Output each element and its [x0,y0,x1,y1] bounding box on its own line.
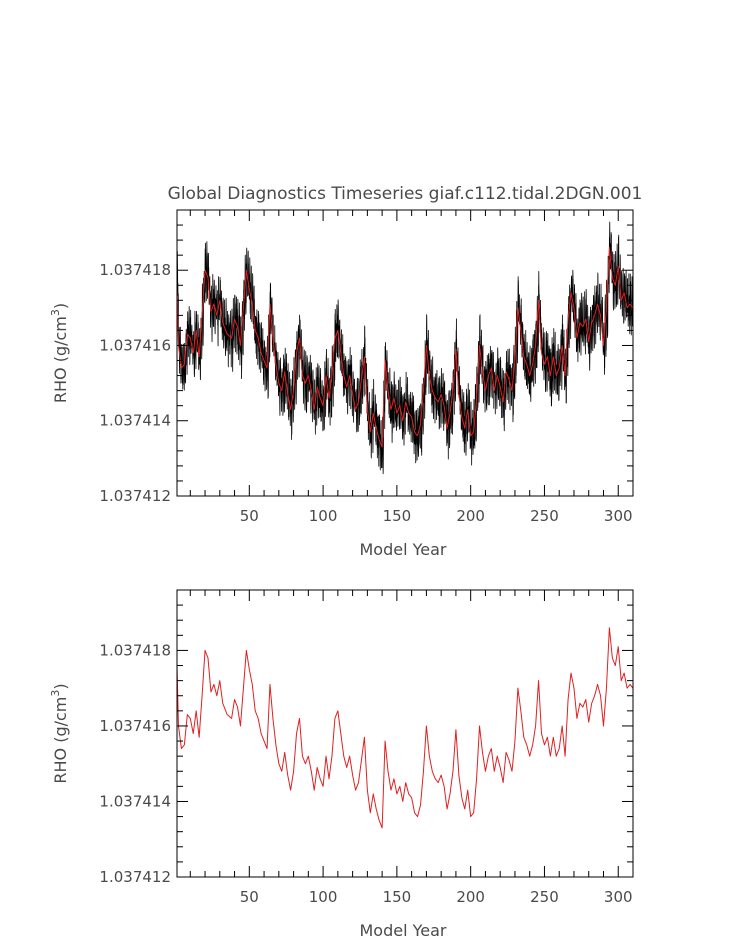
y-tick-label: 1.037418 [99,261,171,279]
y-tick-label: 1.037414 [99,792,171,810]
x-tick-label: 200 [456,888,485,906]
chart-title: Global Diagnostics Timeseries giaf.c112.… [168,184,643,204]
y-axis-label: RHO (g/cm3) [49,303,70,403]
y-tick-label: 1.037418 [99,641,171,659]
x-tick-label: 100 [309,888,338,906]
y-tick-label: 1.037416 [99,717,171,735]
x-tick-label: 250 [530,507,559,525]
x-tick-label: 300 [604,507,633,525]
series-group [177,627,633,829]
series-line-monthly [177,221,633,475]
x-axis-label: Model Year [360,921,447,940]
x-tick-label: 50 [240,888,259,906]
series-line-annual-mean [177,627,633,829]
y-tick-label: 1.037412 [99,868,171,886]
x-tick-label: 50 [240,507,259,525]
x-tick-label: 150 [383,507,412,525]
plot-frame [176,589,634,878]
series-line-annual-mean [177,247,633,448]
y-tick-label: 1.037414 [99,412,171,430]
x-tick-label: 200 [456,507,485,525]
x-tick-label: 250 [530,888,559,906]
top-plot: 50 100 150 200 250 300 1.037412 1.037414 1.03741… [49,209,634,559]
series-group [177,221,633,475]
y-tick-label: 1.037416 [99,336,171,354]
x-tick-label: 150 [383,888,412,906]
bottom-plot: 50 100 150 200 250 300 1.037412 1.037414 1.03741… [49,589,634,940]
plot-frame [176,209,634,497]
y-tick-label: 1.037412 [99,487,171,505]
x-tick-label: 100 [309,507,338,525]
x-axis-label: Model Year [360,540,447,559]
y-axis-label: RHO (g/cm3) [49,683,70,783]
x-tick-label: 300 [604,888,633,906]
